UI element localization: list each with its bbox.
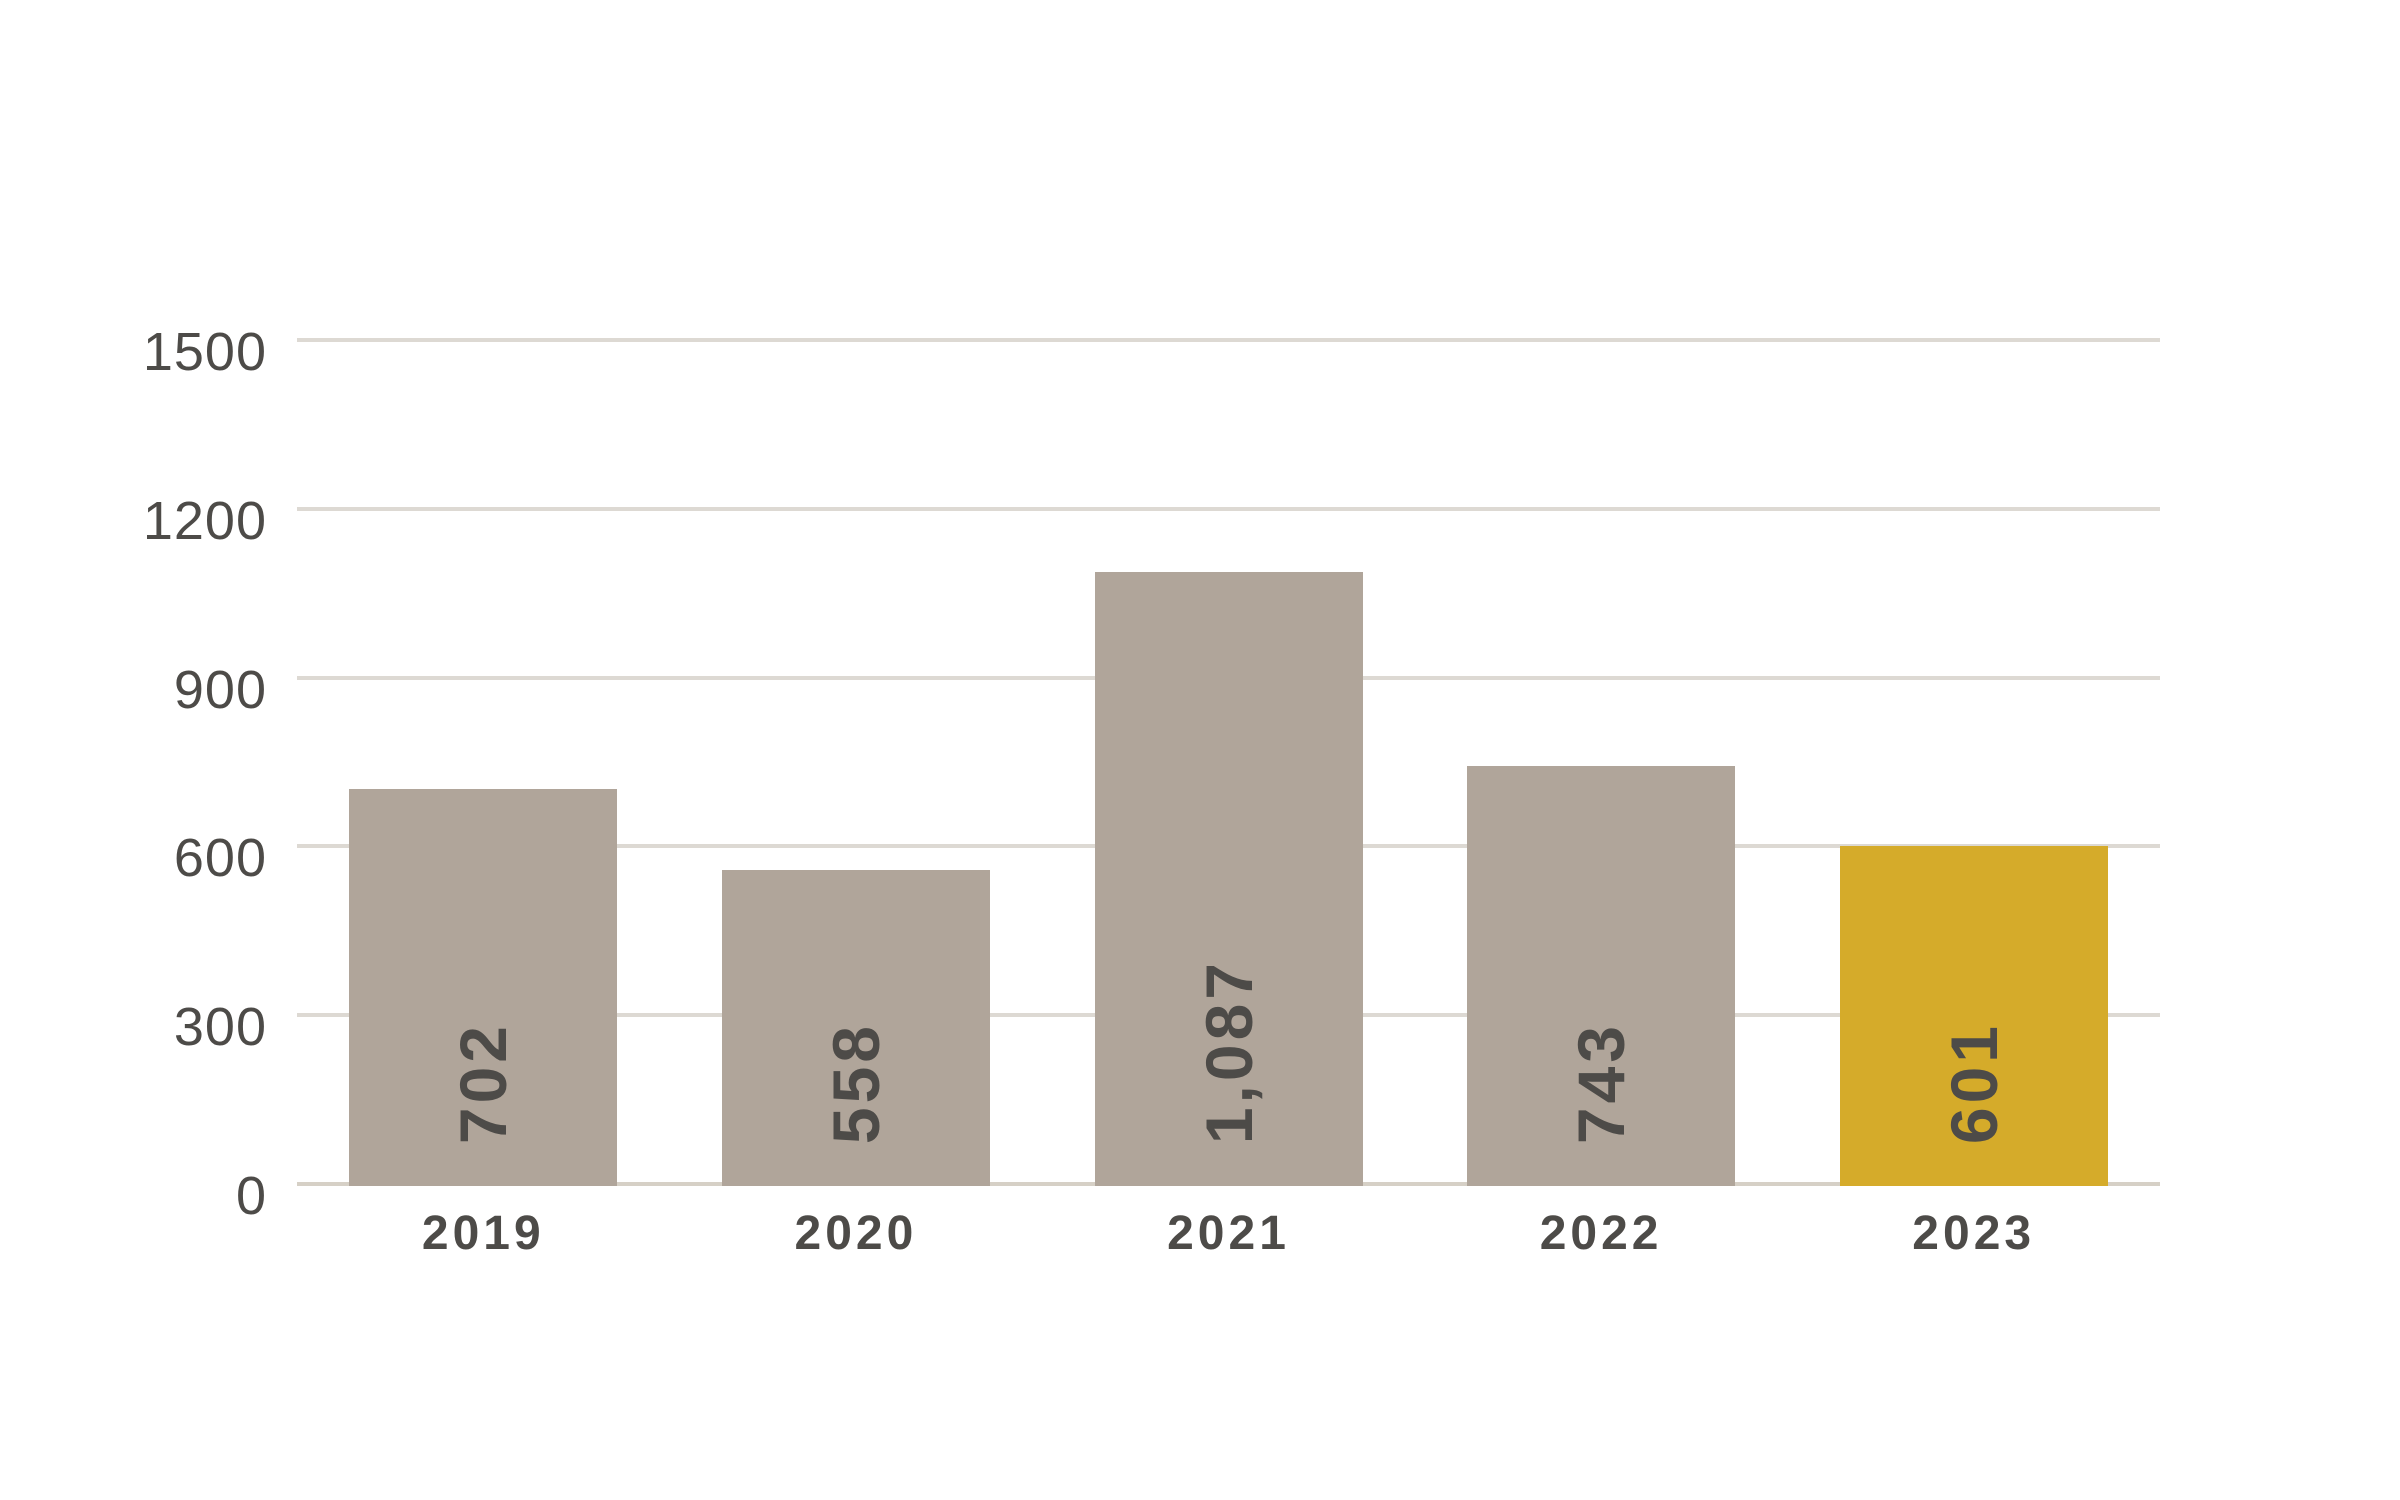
x-tick-label-2023: 2023: [1912, 1207, 2036, 1260]
bar-2021: 1,087: [1094, 572, 1363, 1186]
bar-2022: 743: [1467, 765, 1736, 1186]
gridline-1200: [297, 506, 2160, 511]
bar-value-label-2019: 702: [446, 1021, 521, 1144]
x-tick-label-2019: 2019: [421, 1207, 545, 1260]
bar-value-label-2021: 1,087: [1191, 958, 1266, 1144]
x-tick-label-2022: 2022: [1539, 1207, 1663, 1260]
y-tick-label-600: 600: [173, 828, 267, 889]
bar-value-label-2022: 743: [1564, 1021, 1639, 1144]
bar-2020: 558: [721, 870, 990, 1186]
x-tick-label-2021: 2021: [1167, 1207, 1290, 1260]
gridline-1500: [297, 338, 2160, 342]
x-tick-label-2020: 2020: [794, 1207, 918, 1260]
y-tick-label-300: 300: [173, 997, 267, 1058]
bar-value-label-2020: 558: [818, 1021, 893, 1144]
y-tick-label-0: 0: [235, 1166, 267, 1226]
bar-value-label-2023: 601: [1936, 1021, 2011, 1144]
y-tick-label-1500: 1500: [142, 322, 267, 382]
y-tick-label-900: 900: [173, 659, 267, 720]
bar-2019: 702: [349, 789, 618, 1186]
bar-2023: 601: [1839, 845, 2108, 1186]
y-tick-label-1200: 1200: [142, 490, 267, 551]
